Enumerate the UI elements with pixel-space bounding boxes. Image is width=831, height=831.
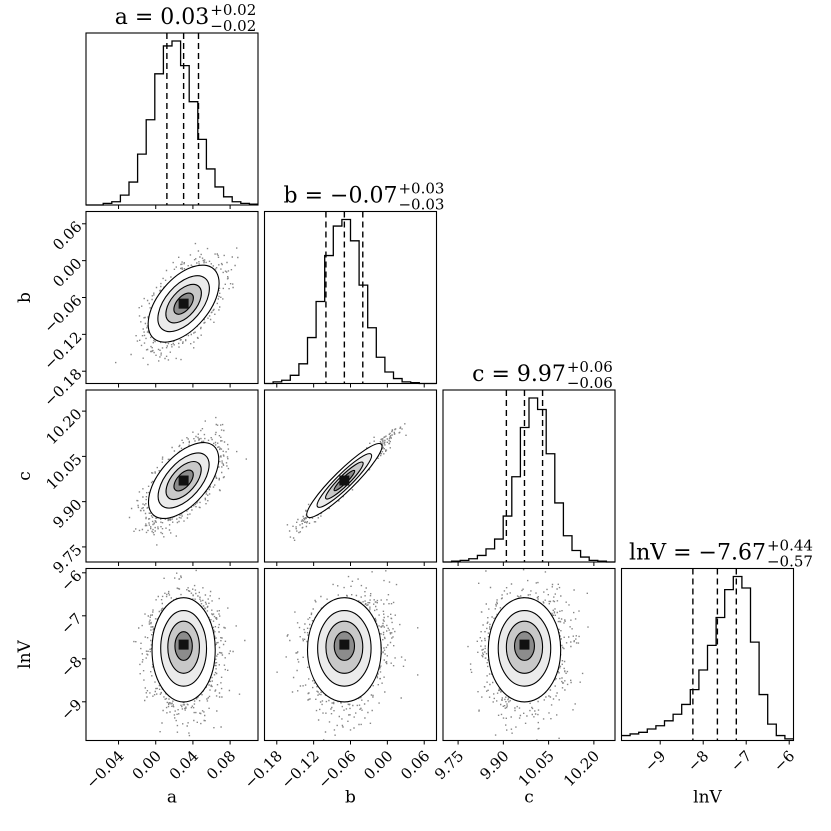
- y-tick-label-lnV: −9: [57, 696, 85, 724]
- title-minus-a: −0.02: [210, 17, 256, 35]
- y-tick-label-b: −0.12: [40, 328, 85, 373]
- y-tick-label-b: −0.06: [40, 291, 85, 336]
- histogram-b: [264, 218, 437, 385]
- x-axis-label-lnV: lnV: [693, 788, 722, 808]
- title-plus-a: +0.02: [210, 1, 256, 19]
- panel-bg-a: [86, 33, 258, 205]
- x-tick-label-lnV: −9: [641, 747, 669, 775]
- histogram-c: [443, 397, 615, 563]
- title-b: b = −0.07: [284, 184, 398, 209]
- x-tick-label-c: 9.90: [476, 747, 512, 783]
- y-tick-label-lnV: −8: [57, 653, 85, 681]
- density-b-lnV: [276, 570, 419, 741]
- x-axis-label-b: b: [345, 788, 356, 808]
- panel-frame-c-lnV: [442, 567, 616, 742]
- peak-density-cell: [178, 298, 189, 309]
- x-tick-label-a: 0.08: [203, 747, 239, 783]
- panel-frame-c: [442, 389, 616, 563]
- x-tick-label-c: 10.20: [560, 747, 603, 790]
- x-tick-label-b: −0.12: [278, 747, 323, 792]
- peak-density-cell: [339, 475, 350, 486]
- y-axis-label-lnV: lnV: [15, 639, 35, 668]
- x-tick-label-b: −0.06: [314, 747, 359, 792]
- y-axis-label-c: c: [15, 471, 35, 481]
- title-plus-b: +0.03: [398, 180, 444, 198]
- x-tick-label-a: 0.04: [166, 747, 202, 783]
- density-b-c: [286, 423, 407, 541]
- title-plus-lnV: +0.44: [767, 537, 813, 555]
- peak-density-cell: [339, 639, 350, 650]
- x-tick-label-lnV: −7: [727, 747, 755, 775]
- density-a-c: [128, 416, 247, 546]
- title-plus-c: +0.06: [567, 358, 613, 376]
- x-tick-label-c: 9.75: [431, 747, 467, 783]
- x-tick-label-lnV: −8: [684, 747, 712, 775]
- title-minus-c: −0.06: [567, 374, 613, 392]
- y-tick-label-c: 10.05: [42, 450, 85, 493]
- panel-frame-a-lnV: [85, 567, 259, 742]
- x-tick-label-c: 10.05: [515, 747, 558, 790]
- peak-density-cell: [178, 639, 189, 650]
- y-tick-label-b: 0.00: [49, 254, 85, 290]
- density-a-lnV: [133, 569, 246, 737]
- data-layer: [86, 33, 794, 741]
- x-axis-label-c: c: [524, 788, 534, 808]
- panel-frame-lnV: [620, 567, 795, 742]
- title-minus-lnV: −0.57: [767, 553, 813, 571]
- x-tick-label-a: 0.00: [129, 747, 165, 783]
- title-c: c = 9.97: [472, 362, 566, 387]
- y-tick-label-b: 0.06: [49, 218, 85, 254]
- x-tick-label-b: 0.06: [397, 747, 433, 783]
- histogram-lnV: [621, 575, 794, 740]
- density-c-lnV: [467, 569, 589, 741]
- y-tick-label-c: 10.20: [42, 405, 85, 448]
- y-tick-label-b: −0.18: [40, 365, 85, 410]
- y-axis-label-b: b: [15, 292, 35, 303]
- panel-frame-a: [85, 32, 259, 206]
- panel-frames: [82, 32, 795, 745]
- x-tick-label-b: −0.18: [241, 747, 286, 792]
- title-lnV: lnV = −7.67: [629, 541, 766, 566]
- scatter-points-a-c: [128, 416, 247, 546]
- density-a-b: [115, 242, 239, 366]
- title-a: a = 0.03: [115, 5, 210, 30]
- peak-density-cell: [178, 475, 189, 486]
- scatter-points-a-b: [115, 242, 239, 366]
- y-tick-label-lnV: −7: [57, 610, 85, 638]
- panel-frame-a-c: [85, 389, 259, 563]
- y-tick-label-c: 9.90: [49, 495, 85, 531]
- x-tick-label-b: 0.00: [360, 747, 396, 783]
- histogram-a: [86, 40, 258, 206]
- title-minus-b: −0.03: [398, 196, 444, 214]
- x-axis-label-a: a: [167, 788, 177, 808]
- peak-density-cell: [519, 639, 530, 650]
- x-tick-label-a: −0.04: [83, 747, 128, 792]
- x-tick-label-lnV: −6: [770, 747, 798, 775]
